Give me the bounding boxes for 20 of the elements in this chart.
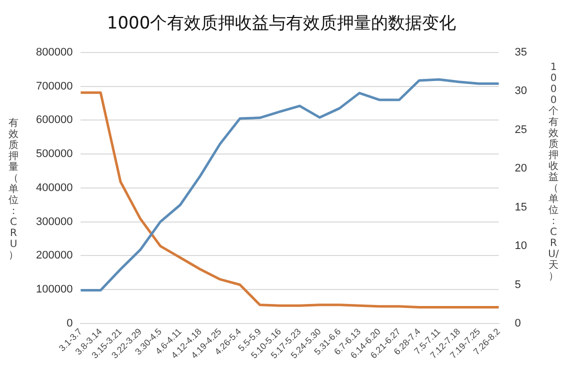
y2-tick-label: 0 xyxy=(514,318,521,330)
y2-tick-label: 25 xyxy=(514,124,528,136)
y2-tick-label: 5 xyxy=(514,278,521,291)
y-tick-label: 500000 xyxy=(36,148,73,160)
y-tick-label: 300000 xyxy=(36,216,73,228)
text: 有效质押量（单位：CRU） xyxy=(8,118,18,261)
y-tick-label: 800000 xyxy=(36,46,73,58)
y-tick-label: 600000 xyxy=(36,114,73,126)
y-tick-label: 100000 xyxy=(36,284,73,296)
y-tick-label: 0 xyxy=(66,318,73,330)
y2-tick-label: 30 xyxy=(514,85,528,98)
chart-title: 1000个有效质押收益与有效质押量的数据变化 xyxy=(106,14,456,34)
y2-tick-label: 20 xyxy=(514,162,528,175)
y2-tick-label: 15 xyxy=(514,201,528,214)
y2-tick-label: 35 xyxy=(514,46,528,58)
y-tick-label: 700000 xyxy=(36,80,73,92)
text: 1000个有效质押收益（单位：CRU/天） xyxy=(548,62,559,282)
y-tick-label: 400000 xyxy=(36,182,73,194)
y-tick-label: 200000 xyxy=(36,250,73,262)
y2-tick-label: 10 xyxy=(514,240,528,252)
